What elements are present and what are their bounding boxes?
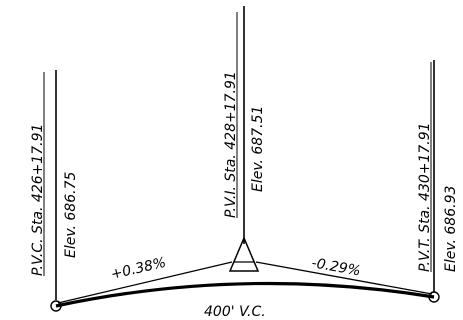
curve-length-label: 400' V.C. — [204, 304, 266, 320]
vertical-curve — [55, 281, 435, 308]
incoming-tangent — [57, 261, 233, 304]
pvc-elevation-label: Elev. 686.75 — [63, 172, 79, 258]
pvt-station-label: P.V.T. Sta. 430+17.91 — [417, 122, 433, 272]
outgoing-grade-label: -0.29% — [310, 255, 362, 279]
pvc-station-label: P.V.C. Sta. 426+17.91 — [30, 124, 46, 276]
pvt-elevation-label: Elev. 686.93 — [443, 186, 459, 272]
pvi-station-label: P.V.I. Sta. 428+17.91 — [223, 71, 239, 218]
outgoing-tangent — [255, 261, 433, 295]
pvi-triangle-marker — [228, 236, 260, 272]
pvc-point-marker — [50, 300, 62, 312]
pvi-elevation-label: Elev. 687.51 — [250, 106, 266, 192]
pvt-point-marker — [428, 291, 440, 303]
